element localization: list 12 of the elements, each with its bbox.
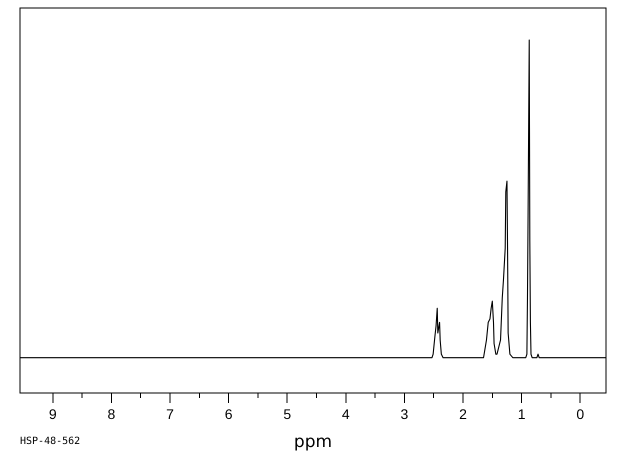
x-tick-label: 1 <box>518 406 526 422</box>
x-tick-label: 9 <box>48 406 57 422</box>
x-tick-label: 8 <box>108 406 116 422</box>
x-axis-title: ppm <box>294 432 332 452</box>
x-tick-label: 4 <box>342 406 350 422</box>
text: HSP-48-562 <box>20 436 80 447</box>
x-tick-label: 6 <box>224 406 233 422</box>
x-tick-label: 7 <box>166 406 174 422</box>
x-tick-label: 3 <box>400 406 409 422</box>
x-tick-label: 2 <box>459 406 468 422</box>
x-tick-label: 0 <box>576 406 584 422</box>
x-tick-label: 5 <box>283 406 292 422</box>
